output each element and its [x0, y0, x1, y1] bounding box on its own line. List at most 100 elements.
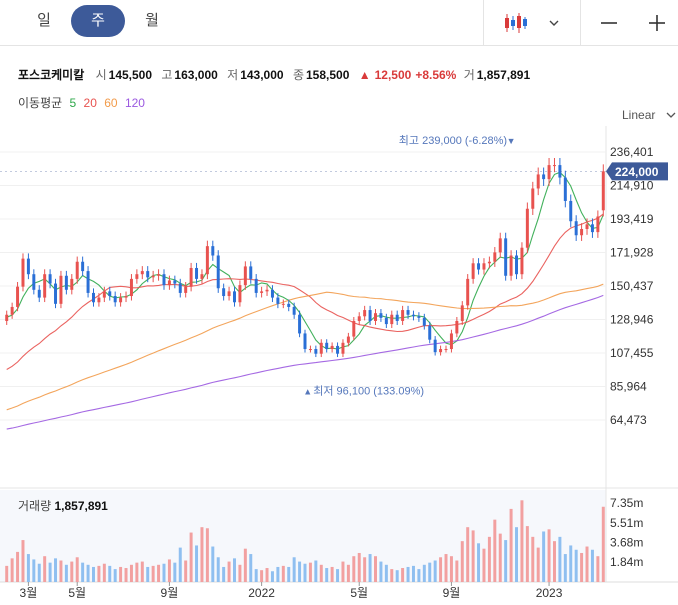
ma-120-legend: 120	[124, 96, 145, 110]
candle	[346, 332, 350, 347]
volume-bar	[64, 564, 68, 582]
tab-daily[interactable]: 일	[37, 12, 51, 29]
candle	[498, 232, 502, 258]
y-tick-label: 107,455	[610, 346, 654, 360]
candle-body	[238, 285, 242, 303]
candle-body	[140, 271, 144, 275]
volume-bar	[336, 569, 340, 582]
candle-body	[270, 289, 274, 298]
zoom-in-button[interactable]	[634, 0, 678, 46]
volume-panel-title: 거래량	[18, 499, 52, 513]
candle	[303, 329, 307, 353]
candle-body	[493, 252, 497, 262]
candle-body	[395, 314, 399, 321]
candle	[43, 269, 47, 303]
candle	[238, 280, 242, 307]
candle-body	[444, 349, 448, 351]
volume-bar	[325, 568, 329, 582]
x-tick-label: 5월	[350, 586, 368, 600]
chevron-down-icon	[666, 112, 676, 118]
candle-body	[460, 305, 464, 321]
x-tick-label: 2023	[536, 586, 563, 600]
volume-bar	[439, 557, 443, 582]
low-label: 저	[227, 68, 239, 82]
candle	[449, 329, 453, 353]
candle	[525, 202, 529, 254]
volume-bar	[113, 569, 117, 582]
volume-bar	[97, 565, 101, 582]
candle	[558, 157, 562, 185]
volume-bar	[547, 529, 551, 582]
volume-bar	[91, 566, 95, 582]
chart-type-selector[interactable]	[484, 0, 580, 46]
volume-bar	[86, 564, 90, 582]
volume-bar	[444, 554, 448, 582]
candle-body	[26, 258, 30, 275]
candle-body	[314, 349, 318, 354]
x-tick-label: 9월	[161, 586, 179, 600]
candle	[195, 262, 199, 284]
volume-bar	[140, 561, 144, 582]
candle-body	[298, 314, 302, 334]
candle-body	[574, 221, 578, 236]
volume-bar	[151, 565, 155, 582]
candle-body	[482, 263, 486, 270]
tab-monthly[interactable]: 월	[145, 12, 159, 29]
volume-bar	[417, 569, 421, 582]
tab-weekly[interactable]: 주	[71, 5, 125, 37]
candle-body	[64, 275, 68, 290]
volume-bar	[471, 530, 475, 582]
volume-bar	[227, 561, 231, 582]
moving-average-legend[interactable]: 이동평균 5 20 60 120	[18, 94, 149, 111]
close-value: 158,500	[305, 68, 350, 82]
candle	[374, 309, 377, 325]
candle	[411, 310, 415, 321]
candle-body	[471, 263, 475, 279]
candle	[390, 310, 394, 329]
volume-bar	[303, 563, 307, 582]
volume-bar	[54, 558, 58, 582]
candle-body	[32, 274, 36, 290]
volume-bar	[319, 564, 323, 582]
candle	[471, 258, 475, 284]
candle	[270, 285, 274, 303]
volume-panel-label: 거래량 1,857,891	[18, 497, 108, 514]
candle	[493, 247, 497, 267]
scale-selector[interactable]: Linear	[622, 108, 677, 122]
candle	[368, 305, 372, 325]
candlestick-icon	[505, 13, 527, 33]
candle-body	[135, 274, 139, 279]
candle	[319, 339, 323, 358]
candle-body	[205, 246, 209, 275]
candle	[254, 274, 258, 298]
candle-body	[151, 275, 155, 278]
candle	[406, 305, 410, 319]
candle	[287, 299, 291, 312]
candle-body	[86, 271, 90, 293]
candle	[70, 274, 74, 295]
candle-body	[552, 165, 556, 167]
candle-body	[487, 261, 491, 264]
candle	[205, 240, 209, 280]
volume-bar	[558, 536, 562, 582]
volume-tick-label: 7.35m	[610, 496, 643, 510]
candle	[75, 256, 79, 284]
volume-bar	[243, 548, 247, 582]
candle-body	[184, 286, 188, 293]
candle	[162, 269, 166, 290]
candle-body	[433, 339, 437, 353]
candle-body	[167, 280, 171, 286]
volume-bar	[135, 562, 139, 582]
candle-body	[178, 283, 182, 293]
candle	[151, 270, 155, 283]
candle	[216, 250, 220, 293]
candle	[520, 242, 524, 280]
candle	[292, 302, 296, 319]
volume-bar	[487, 536, 491, 582]
candle	[531, 181, 535, 215]
candle-body	[525, 208, 529, 248]
ma-20-line	[6, 213, 604, 370]
volume-bar	[205, 528, 209, 582]
zoom-out-button[interactable]	[586, 0, 632, 46]
